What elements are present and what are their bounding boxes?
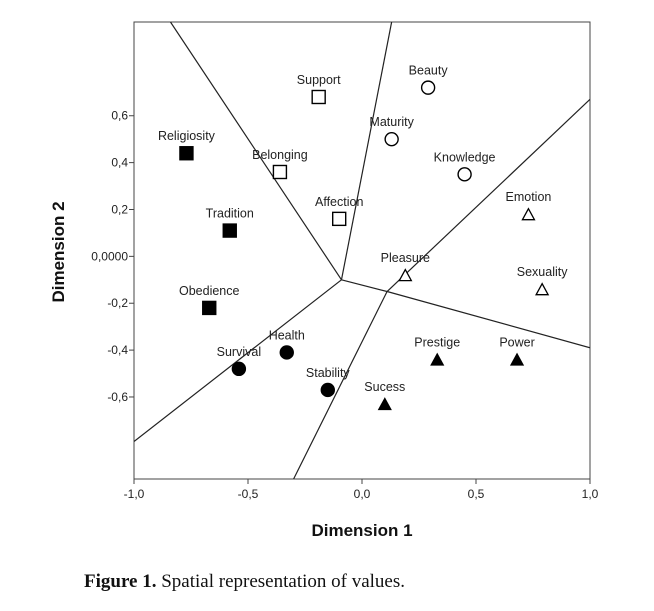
partition-line-4 [341, 279, 388, 293]
x-tick-label: 1,0 [582, 487, 599, 501]
point-label-beauty: Beauty [409, 64, 449, 78]
point-label-maturity: Maturity [369, 115, 414, 129]
x-tick-label: -1,0 [124, 487, 145, 501]
x-axis: -1,0 -0,5 0,0 0,5 1,0 [124, 479, 599, 501]
point-label-pleasure: Pleasure [381, 251, 430, 265]
plot-area [133, 21, 591, 480]
partition-line-2 [340, 22, 393, 280]
point-beauty [420, 80, 436, 95]
point-obedience [202, 300, 217, 316]
point-pleasure [398, 268, 413, 282]
point-knowledge [457, 167, 472, 182]
x-tick-label: -0,5 [238, 487, 259, 501]
partition-line-1 [169, 22, 342, 281]
point-health [279, 345, 294, 360]
y-tick-label: -0,2 [107, 296, 128, 310]
y-axis-title: Dimension 2 [49, 201, 68, 302]
partition-line-7 [293, 291, 388, 479]
x-axis-title: Dimension 1 [311, 521, 412, 540]
point-tradition [222, 223, 237, 238]
partition-line-5 [386, 98, 590, 292]
x-tick-label: 0,0 [354, 487, 371, 501]
point-emotion [521, 207, 536, 221]
point-label-tradition: Tradition [206, 207, 254, 221]
point-stability [320, 382, 335, 398]
y-tick-label: -0,4 [107, 343, 128, 357]
point-maturity [384, 131, 399, 147]
point-label-sucess: Sucess [364, 380, 405, 394]
partition-line-3 [134, 279, 342, 442]
point-belonging [272, 164, 288, 180]
point-support [311, 89, 326, 105]
point-sucess [377, 397, 392, 411]
point-label-power: Power [499, 335, 534, 349]
figure-caption: Figure 1. Spatial representation of valu… [84, 571, 405, 593]
y-tick-label: 0,2 [111, 202, 128, 216]
y-tick-label: 0,4 [111, 156, 128, 170]
point-label-stability: Stability [306, 366, 351, 380]
point-survival [231, 361, 247, 377]
point-label-affection: Affection [315, 195, 363, 209]
point-power [509, 352, 525, 366]
point-label-health: Health [269, 328, 305, 342]
point-label-emotion: Emotion [506, 190, 552, 204]
partition-lines [134, 22, 590, 479]
figure-caption-text: Spatial representation of values. [156, 571, 405, 592]
point-religiosity [179, 146, 194, 161]
data-points: Religiosity Tradition Obedience Support Belo… [158, 64, 568, 411]
point-sexuality [535, 282, 550, 296]
point-affection [332, 211, 347, 227]
point-label-sexuality: Sexuality [517, 265, 568, 279]
y-tick-label: 0,6 [111, 109, 128, 123]
point-prestige [430, 352, 445, 366]
y-tick-label: -0,6 [107, 390, 128, 404]
point-label-knowledge: Knowledge [434, 150, 496, 164]
point-label-prestige: Prestige [414, 335, 460, 349]
y-axis: 0,6 0,4 0,2 0,0000 -0,2 -0,4 -0,6 [91, 109, 134, 404]
y-tick-label: 0,0000 [91, 249, 128, 263]
point-label-survival: Survival [217, 345, 261, 359]
point-label-obedience: Obedience [179, 284, 240, 298]
point-label-religiosity: Religiosity [158, 129, 216, 143]
figure-caption-label: Figure 1. [84, 571, 157, 592]
point-label-belonging: Belonging [252, 148, 308, 162]
point-label-support: Support [297, 73, 341, 87]
partition-line-6 [386, 290, 590, 349]
x-tick-label: 0,5 [468, 487, 485, 501]
